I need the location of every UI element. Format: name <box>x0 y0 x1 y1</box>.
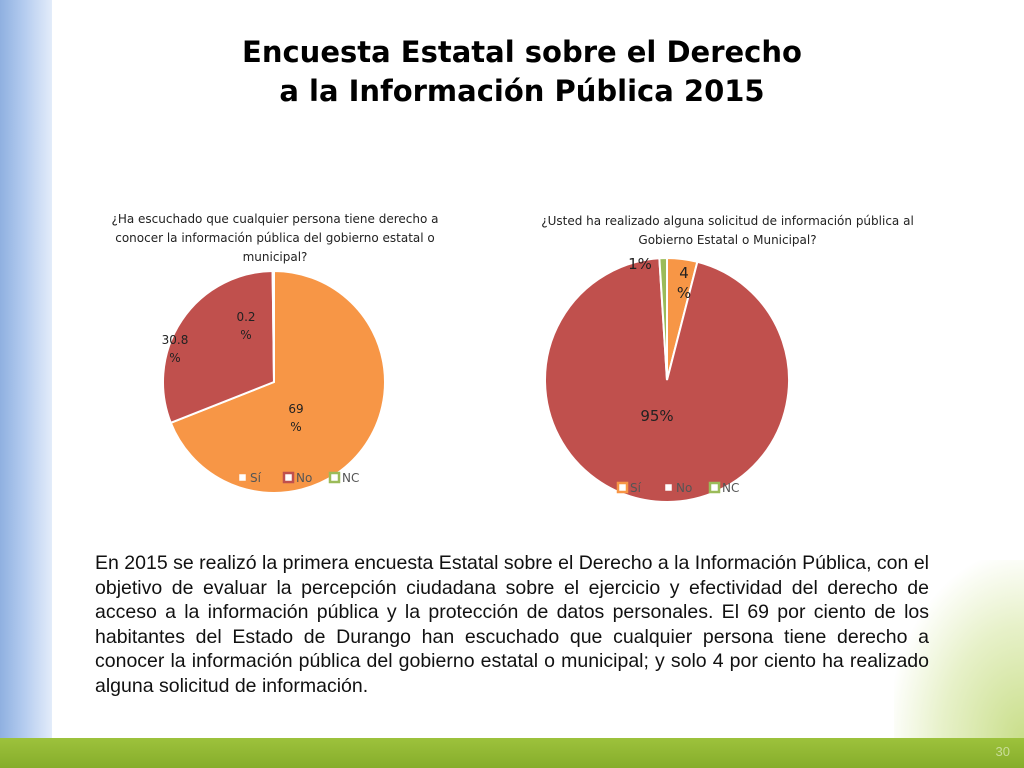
pie-2-legend-label-2: No <box>676 481 692 495</box>
pie-2-slice-nc <box>658 256 668 381</box>
chart-2-title: ¿Usted ha realizado alguna solicitud de … <box>541 214 914 247</box>
pie-2-legend-item-1: Sí <box>616 481 642 495</box>
pie-1-slice-si <box>169 269 386 494</box>
pie-chart-2: 4 % 95% 1% Sí No NC <box>544 255 790 503</box>
pie-2-legend-item-3: NC <box>708 481 739 495</box>
pie-1-legend-label-2: No <box>296 471 312 485</box>
pie-2-slice-no <box>544 257 790 503</box>
pie-1-slice-nc <box>271 269 275 383</box>
pie-1-slice-no <box>162 269 276 425</box>
page-number: 30 <box>995 744 1010 759</box>
pie-1-legend-label-3: NC <box>342 471 359 485</box>
pie-1-data-label-3: 0.2% <box>236 310 255 342</box>
pie-1-data-label-1: 69% <box>288 402 303 434</box>
pie-1-data-label-2: 30.8% <box>162 333 189 365</box>
pie-2-data-label-2: 95% <box>640 407 673 425</box>
chart-1-title: ¿Ha escuchado que cualquier persona tien… <box>111 212 439 264</box>
slide-title: Encuesta Estatal sobre el Derecho a la I… <box>0 33 1024 111</box>
pie-chart-1: 69 % 30.8 % 0.2 % Sí No NC <box>162 269 386 494</box>
pie-1-legend-label-1: Sí <box>250 471 262 485</box>
corner-decoration <box>894 560 1024 740</box>
slide-title-line-1: Encuesta Estatal sobre el Derecho <box>242 35 802 69</box>
pie-1-legend-item-2: No <box>282 471 312 485</box>
pie-2-legend-label-1: Sí <box>630 481 642 495</box>
left-decoration-bar <box>0 0 52 738</box>
pie-2-data-label-1: 4% <box>677 264 691 302</box>
pie-1-legend-item-3: NC <box>328 471 359 485</box>
slide-title-line-2: a la Información Pública 2015 <box>279 74 765 108</box>
pie-1-legend-item-1: Sí <box>236 471 262 485</box>
bottom-decoration-bar <box>0 738 1024 768</box>
pie-2-legend-label-3: NC <box>722 481 739 495</box>
pie-2-legend-item-2: No <box>662 481 692 495</box>
pie-2-data-label-3: 1% <box>628 255 652 273</box>
body-paragraph: En 2015 se realizó la primera encuesta E… <box>95 552 929 697</box>
